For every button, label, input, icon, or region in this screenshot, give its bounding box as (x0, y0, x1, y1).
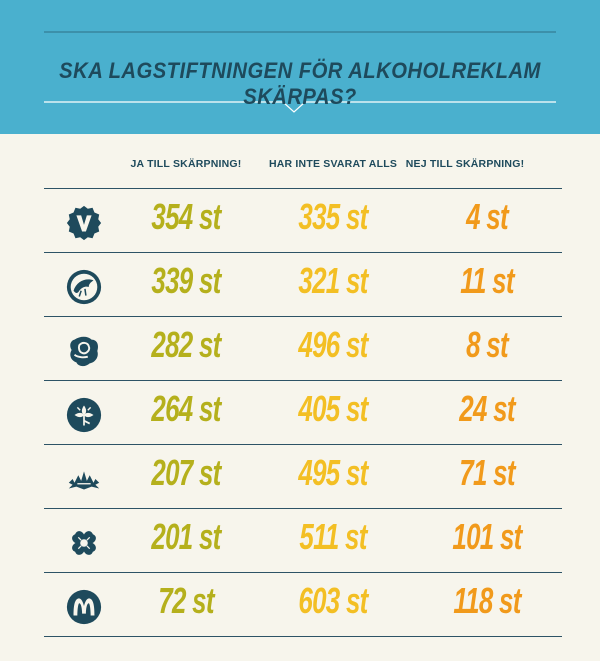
value-no-answer: 321 st (298, 260, 368, 301)
column-header-no: NEJ TILL SKÄRPNING! (405, 158, 525, 170)
table-row: 207 st 495 st 71 st (0, 444, 600, 508)
page-title: SKA LAGSTIFTNINGEN FÖR ALKOHOLREKLAM SKÄ… (59, 58, 541, 109)
value-yes: 207 st (151, 452, 221, 493)
header-decoration (44, 31, 556, 113)
liberal-logo-icon (65, 460, 103, 498)
row-divider (44, 380, 562, 381)
v-party-logo-icon (65, 204, 103, 242)
row-divider (44, 572, 562, 573)
table-row: 72 st 603 st 118 st (0, 572, 600, 636)
value-no-answer: 603 st (298, 580, 368, 621)
value-no: 4 st (466, 196, 509, 237)
table-row: 282 st 496 st 8 st (0, 316, 600, 380)
value-no: 8 st (466, 324, 509, 365)
row-divider (44, 444, 562, 445)
row-divider (44, 508, 562, 509)
value-no-answer: 496 st (298, 324, 368, 365)
social-democrats-rose-logo-icon (65, 332, 103, 370)
table-row: 201 st 511 st 101 st (0, 508, 600, 572)
clover-logo-icon (65, 524, 103, 562)
table-row: 354 st 335 st 4 st (0, 188, 600, 252)
value-no: 11 st (460, 260, 514, 301)
value-no: 24 st (459, 388, 515, 429)
row-divider (44, 252, 562, 253)
value-no-answer: 335 st (298, 196, 368, 237)
column-header-yes: JA TILL SKÄRPNING! (130, 158, 242, 170)
value-yes: 354 st (151, 196, 221, 237)
column-headers: JA TILL SKÄRPNING! HAR INTE SVARAT ALLS … (0, 158, 600, 178)
row-divider (44, 636, 562, 637)
centre-party-clover-logo-icon (65, 396, 103, 434)
value-no: 101 st (452, 516, 522, 557)
value-yes: 72 st (158, 580, 214, 621)
value-yes: 264 st (151, 388, 221, 429)
row-divider (44, 188, 562, 189)
table-row: 339 st 321 st 11 st (0, 252, 600, 316)
value-no-answer: 405 st (298, 388, 368, 429)
table-row: 264 st 405 st 24 st (0, 380, 600, 444)
value-no: 71 st (459, 452, 515, 493)
value-no-answer: 495 st (298, 452, 368, 493)
value-yes: 201 st (151, 516, 221, 557)
row-divider (44, 316, 562, 317)
value-no: 118 st (453, 580, 521, 621)
value-yes: 339 st (151, 260, 221, 301)
value-yes: 282 st (151, 324, 221, 365)
value-no-answer: 511 st (299, 516, 367, 557)
moderates-m-logo-icon (65, 588, 103, 626)
green-party-logo-icon (65, 268, 103, 306)
column-header-no-answer: HAR INTE SVARAT ALLS (268, 158, 398, 170)
header-banner: SKA LAGSTIFTNINGEN FÖR ALKOHOLREKLAM SKÄ… (0, 0, 600, 134)
